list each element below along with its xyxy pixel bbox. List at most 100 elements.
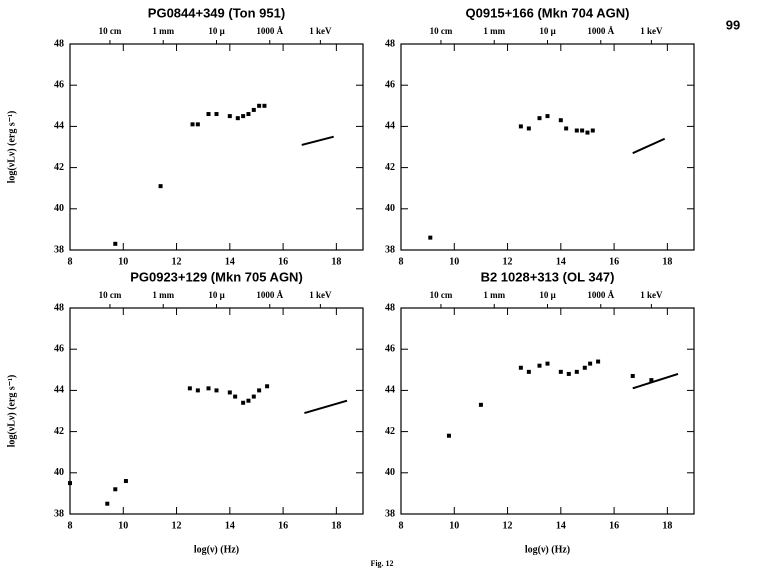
chart-title: B2 1028+313 (OL 347): [481, 269, 615, 284]
y-tick-label: 40: [54, 467, 64, 478]
data-point: [574, 369, 579, 374]
y-tick-label: 42: [54, 162, 64, 173]
x-tick-label: 14: [556, 520, 566, 531]
data-point: [251, 394, 256, 399]
data-point: [566, 371, 571, 376]
data-point: [246, 112, 251, 117]
data-point: [585, 130, 590, 135]
x-tick-label: 14: [225, 520, 235, 531]
x-axis-label: log(ν) (Hz): [194, 544, 239, 555]
y-axis-label: log(νLν) (erg s⁻¹): [6, 111, 17, 184]
top-tick-label: 1 mm: [483, 290, 505, 300]
data-point: [446, 433, 451, 438]
data-point: [195, 388, 200, 393]
y-tick-label: 44: [385, 121, 395, 132]
y-tick-label: 38: [385, 508, 395, 519]
data-point: [545, 361, 550, 366]
y-tick-label: 42: [54, 426, 64, 437]
data-point: [537, 363, 542, 368]
data-point: [187, 386, 192, 391]
y-tick-label: 46: [54, 343, 64, 354]
data-point: [227, 114, 232, 119]
data-point: [478, 402, 483, 407]
chart-title: Q0915+166 (Mkn 704 AGN): [466, 5, 630, 20]
data-point: [257, 103, 262, 108]
data-point: [590, 128, 595, 133]
data-point: [265, 384, 270, 389]
top-tick-label: 1000 Å: [256, 26, 283, 36]
top-tick-label: 1 mm: [152, 26, 174, 36]
y-tick-label: 44: [54, 121, 64, 132]
caption: Fig. 12: [370, 559, 393, 568]
y-tick-label: 46: [385, 79, 395, 90]
plot-frame: [400, 43, 695, 251]
top-tick-label: 1 keV: [309, 26, 332, 36]
x-tick-label: 16: [278, 520, 288, 531]
y-tick-label: 46: [54, 79, 64, 90]
data-point: [233, 394, 238, 399]
x-tick-label: 18: [331, 520, 341, 531]
y-tick-label: 40: [54, 203, 64, 214]
y-tick-label: 48: [385, 38, 395, 49]
x-tick-label: 14: [556, 256, 566, 267]
data-point: [206, 386, 211, 391]
top-tick-label: 1000 Å: [587, 26, 614, 36]
data-point: [428, 235, 433, 240]
y-tick-label: 38: [54, 508, 64, 519]
top-tick-label: 10 cm: [430, 26, 453, 36]
y-tick-label: 44: [385, 385, 395, 396]
data-point: [564, 126, 569, 131]
x-tick-label: 10: [118, 256, 128, 267]
top-tick-label: 10 cm: [99, 290, 122, 300]
x-tick-label: 10: [118, 520, 128, 531]
data-point: [574, 128, 579, 133]
y-tick-label: 42: [385, 162, 395, 173]
x-tick-label: 8: [68, 520, 73, 531]
data-point: [630, 373, 635, 378]
top-tick-label: 1 keV: [640, 26, 663, 36]
xray-spectrum: [632, 137, 666, 155]
data-point: [518, 124, 523, 129]
x-tick-label: 16: [278, 256, 288, 267]
x-tick-label: 18: [331, 256, 341, 267]
data-point: [246, 398, 251, 403]
y-tick-label: 44: [54, 385, 64, 396]
data-point: [195, 122, 200, 127]
page-number: 99: [726, 17, 740, 32]
data-point: [214, 112, 219, 117]
data-point: [596, 359, 601, 364]
y-axis-label: log(νLν) (erg s⁻¹): [6, 375, 17, 448]
y-tick-label: 40: [385, 467, 395, 478]
data-point: [235, 116, 240, 121]
data-point: [588, 361, 593, 366]
x-tick-label: 8: [399, 520, 404, 531]
data-point: [537, 116, 542, 121]
data-point: [251, 107, 256, 112]
top-tick-label: 10 μ: [539, 290, 555, 300]
x-tick-label: 18: [662, 256, 672, 267]
y-tick-label: 38: [54, 244, 64, 255]
data-point: [214, 388, 219, 393]
chart-title: PG0923+129 (Mkn 705 AGN): [130, 269, 303, 284]
data-point: [262, 103, 267, 108]
top-tick-label: 10 cm: [430, 290, 453, 300]
y-tick-label: 46: [385, 343, 395, 354]
data-point: [257, 388, 262, 393]
y-tick-label: 48: [385, 302, 395, 313]
data-point: [68, 481, 72, 486]
top-tick-label: 10 μ: [539, 26, 555, 36]
x-axis-label: log(ν) (Hz): [525, 544, 570, 555]
plot-frame: [400, 307, 695, 515]
y-tick-label: 48: [54, 302, 64, 313]
y-tick-label: 42: [385, 426, 395, 437]
x-tick-label: 12: [172, 256, 182, 267]
chart-title: PG0844+349 (Ton 951): [148, 5, 285, 20]
x-tick-label: 16: [609, 256, 619, 267]
xray-spectrum: [304, 399, 348, 415]
x-tick-label: 14: [225, 256, 235, 267]
data-point: [241, 114, 246, 119]
x-tick-label: 18: [662, 520, 672, 531]
data-point: [158, 184, 163, 189]
data-point: [582, 365, 587, 370]
x-tick-label: 8: [399, 256, 404, 267]
